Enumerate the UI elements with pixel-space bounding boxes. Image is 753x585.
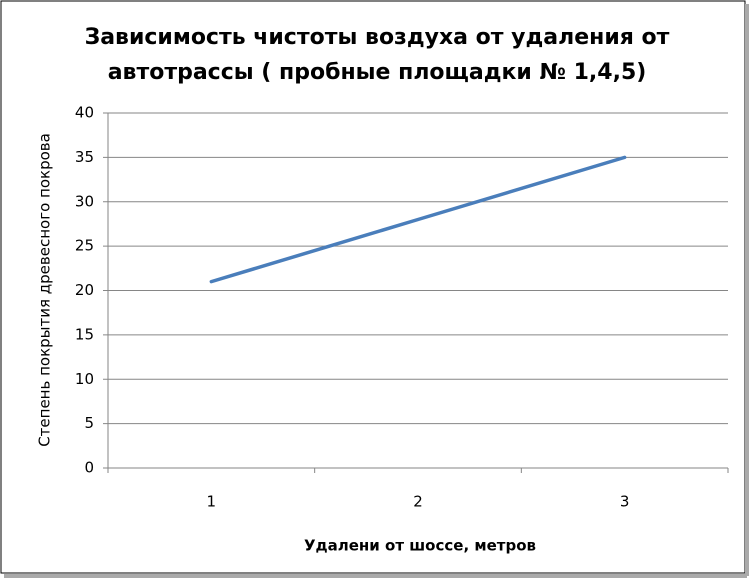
data-line — [209, 155, 627, 284]
x-tick-label: 3 — [620, 493, 630, 511]
chart-title: автотрассы ( пробные площадки № 1,4,5) — [108, 60, 647, 85]
y-tick-label: 10 — [75, 370, 94, 388]
y-tick-label: 25 — [75, 237, 94, 255]
y-tick-label: 0 — [84, 459, 94, 477]
x-axis-title: Удалени от шоссе, метров — [304, 537, 536, 555]
y-tick-label: 35 — [75, 148, 94, 166]
x-tick-label: 1 — [207, 493, 217, 511]
chart-title: Зависимость чистоты воздуха от удаления … — [85, 25, 670, 50]
y-tick-label: 40 — [75, 104, 94, 122]
y-axis-title: Степень покрытия древесного покрова — [36, 133, 54, 447]
x-tick-label: 2 — [413, 493, 423, 511]
y-tick-label: 15 — [75, 325, 94, 343]
y-tick-label: 5 — [84, 414, 94, 432]
y-tick-label: 30 — [75, 192, 94, 210]
chart-frame — [0, 0, 746, 574]
y-tick-label: 20 — [75, 281, 94, 299]
